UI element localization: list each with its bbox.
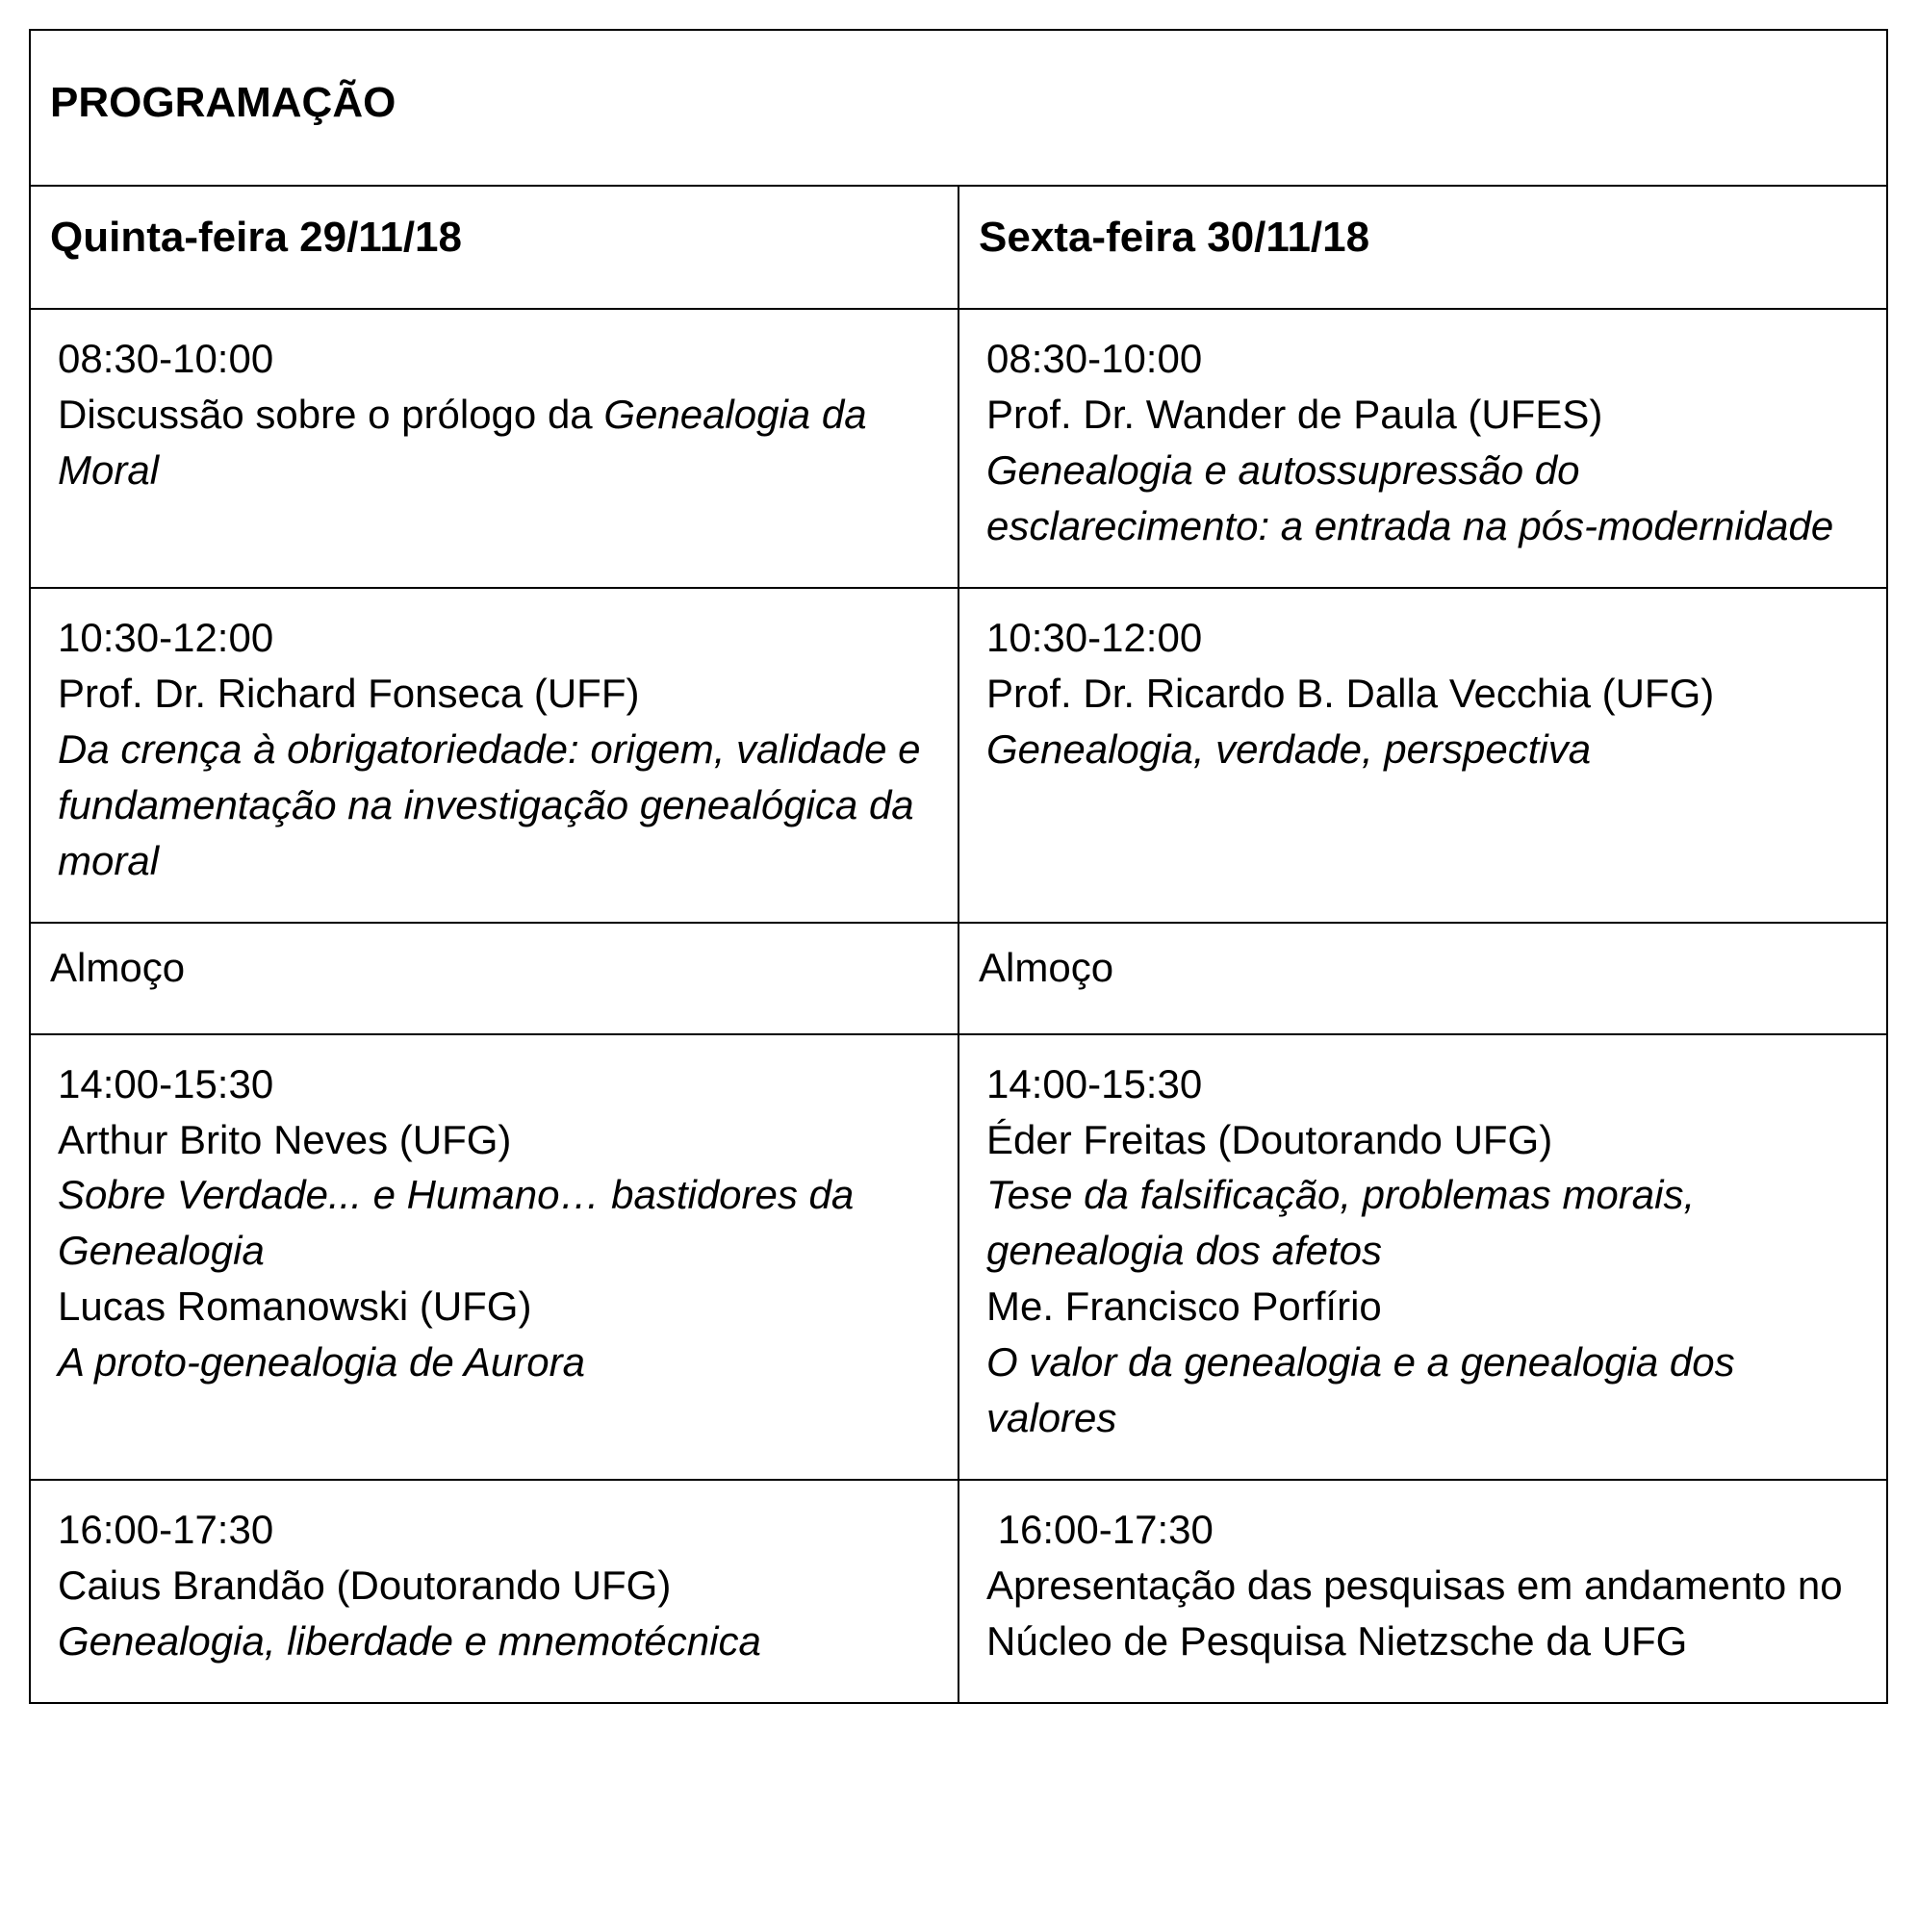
slot-speaker: Prof. Dr. Richard Fonseca (UFF)	[58, 666, 931, 722]
day1-slot2: 10:30-12:00 Prof. Dr. Richard Fonseca (U…	[30, 588, 958, 923]
slot-speaker: Éder Freitas (Doutorando UFG)	[986, 1112, 1859, 1168]
slot-talk: Sobre Verdade... e Humano… bastidores da…	[58, 1167, 931, 1279]
schedule-table: PROGRAMAÇÃO Quinta-feira 29/11/18 Sexta-…	[29, 29, 1888, 1704]
slot-speaker: Me. Francisco Porfírio	[986, 1279, 1859, 1335]
slot-talk: Genealogia, liberdade e mnemotécnica	[58, 1614, 931, 1669]
slot-talk: Genealogia e autossupressão do esclareci…	[986, 443, 1859, 554]
slot-time: 10:30-12:00	[58, 610, 931, 666]
day2-slot1: 08:30-10:00 Prof. Dr. Wander de Paula (U…	[958, 309, 1887, 588]
slot-talk: Tese da falsificação, problemas morais, …	[986, 1167, 1859, 1279]
slot-talk: A proto-genealogia de Aurora	[58, 1335, 931, 1390]
table-title: PROGRAMAÇÃO	[30, 30, 1887, 186]
slot-time: 14:00-15:30	[58, 1056, 931, 1112]
slot-talk: Da crença à obrigatoriedade: origem, val…	[58, 722, 931, 889]
slot-time: 10:30-12:00	[986, 610, 1859, 666]
day1-slot4: 16:00-17:30 Caius Brandão (Doutorando UF…	[30, 1480, 958, 1703]
day1-slot1: 08:30-10:00 Discussão sobre o prólogo da…	[30, 309, 958, 588]
slot-speaker: Prof. Dr. Wander de Paula (UFES)	[986, 387, 1859, 443]
slot-speaker: Lucas Romanowski (UFG)	[58, 1279, 931, 1335]
slot-talk: O valor da genealogia e a genealogia dos…	[986, 1335, 1859, 1446]
day1-slot3: 14:00-15:30 Arthur Brito Neves (UFG) Sob…	[30, 1034, 958, 1481]
day2-header: Sexta-feira 30/11/18	[958, 186, 1887, 309]
day1-lunch: Almoço	[30, 923, 958, 1034]
slot-time: 16:00-17:30	[58, 1502, 931, 1558]
day2-slot2: 10:30-12:00 Prof. Dr. Ricardo B. Dalla V…	[958, 588, 1887, 923]
slot-time: 16:00-17:30	[986, 1502, 1859, 1558]
slot-talk: Genealogia, verdade, perspectiva	[986, 722, 1859, 777]
slot-speaker: Caius Brandão (Doutorando UFG)	[58, 1558, 931, 1614]
slot-text: Discussão sobre o prólogo da Genealogia …	[58, 387, 931, 498]
slot-time: 08:30-10:00	[986, 331, 1859, 387]
slot-speaker: Arthur Brito Neves (UFG)	[58, 1112, 931, 1168]
slot-speaker: Prof. Dr. Ricardo B. Dalla Vecchia (UFG)	[986, 666, 1859, 722]
slot-text: Apresentação das pesquisas em andamento …	[986, 1558, 1859, 1669]
slot-time: 14:00-15:30	[986, 1056, 1859, 1112]
day1-header: Quinta-feira 29/11/18	[30, 186, 958, 309]
day2-slot4: 16:00-17:30 Apresentação das pesquisas e…	[958, 1480, 1887, 1703]
day2-slot3: 14:00-15:30 Éder Freitas (Doutorando UFG…	[958, 1034, 1887, 1481]
slot-time: 08:30-10:00	[58, 331, 931, 387]
day2-lunch: Almoço	[958, 923, 1887, 1034]
